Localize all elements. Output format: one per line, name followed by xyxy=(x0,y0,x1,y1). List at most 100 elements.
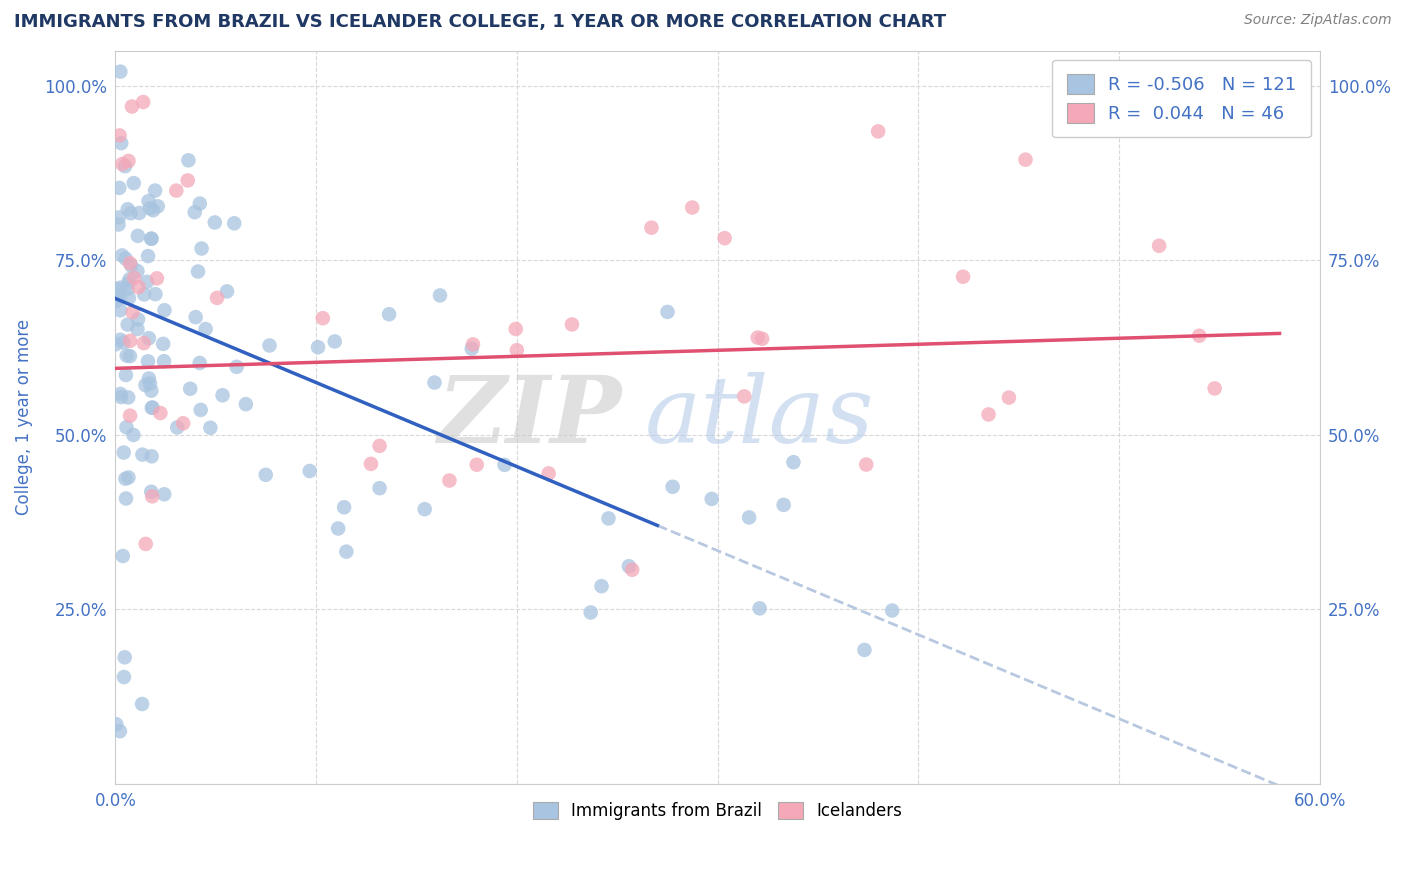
Point xyxy=(188,356,211,370)
Point xyxy=(127,312,149,326)
Point xyxy=(107,218,129,232)
Point xyxy=(855,458,877,472)
Point xyxy=(177,153,200,168)
Point xyxy=(117,470,139,484)
Point xyxy=(494,458,516,472)
Point xyxy=(190,242,212,256)
Point xyxy=(114,650,136,665)
Point xyxy=(114,472,136,486)
Point xyxy=(200,421,222,435)
Point xyxy=(120,334,142,348)
Point xyxy=(977,408,1000,422)
Point xyxy=(640,220,662,235)
Point xyxy=(506,343,529,358)
Point xyxy=(108,181,131,195)
Point xyxy=(134,287,156,301)
Point xyxy=(105,717,128,731)
Point xyxy=(117,318,139,332)
Point xyxy=(105,293,128,308)
Y-axis label: College, 1 year or more: College, 1 year or more xyxy=(15,319,32,516)
Point xyxy=(132,95,155,109)
Point xyxy=(179,382,201,396)
Point xyxy=(105,282,128,296)
Point xyxy=(205,291,228,305)
Point xyxy=(360,457,382,471)
Point xyxy=(225,359,247,374)
Point xyxy=(333,500,356,515)
Point xyxy=(747,330,769,344)
Point xyxy=(121,99,143,113)
Point xyxy=(115,349,138,363)
Point xyxy=(461,337,484,351)
Point xyxy=(700,491,723,506)
Point xyxy=(127,322,149,336)
Point xyxy=(110,333,132,347)
Point xyxy=(114,159,136,173)
Point xyxy=(141,232,163,246)
Point xyxy=(591,579,613,593)
Point xyxy=(127,228,149,243)
Point xyxy=(368,439,391,453)
Point xyxy=(110,387,132,401)
Point xyxy=(120,206,142,220)
Point xyxy=(184,310,207,325)
Point xyxy=(505,322,527,336)
Point xyxy=(461,342,484,356)
Point xyxy=(122,176,145,190)
Legend: Immigrants from Brazil, Icelanders: Immigrants from Brazil, Icelanders xyxy=(526,795,910,827)
Point xyxy=(1147,238,1170,252)
Point xyxy=(118,256,141,270)
Point xyxy=(153,354,176,368)
Point xyxy=(183,205,205,219)
Point xyxy=(141,401,163,415)
Point xyxy=(621,563,644,577)
Point xyxy=(141,489,163,503)
Point xyxy=(107,289,129,303)
Point xyxy=(135,537,157,551)
Point xyxy=(112,335,135,350)
Point xyxy=(146,199,169,213)
Point xyxy=(141,384,163,398)
Point xyxy=(378,307,401,321)
Point xyxy=(138,331,160,345)
Point xyxy=(108,290,131,304)
Point xyxy=(112,670,135,684)
Point xyxy=(153,487,176,501)
Point xyxy=(853,643,876,657)
Point xyxy=(108,303,131,318)
Point xyxy=(235,397,257,411)
Point xyxy=(152,336,174,351)
Point xyxy=(120,409,142,423)
Point xyxy=(439,474,461,488)
Point xyxy=(118,272,141,286)
Point xyxy=(108,724,131,739)
Point xyxy=(224,216,246,230)
Point xyxy=(211,388,233,402)
Point xyxy=(122,270,145,285)
Point xyxy=(121,305,143,319)
Point xyxy=(117,282,139,296)
Point xyxy=(187,264,209,278)
Point xyxy=(127,264,149,278)
Text: atlas: atlas xyxy=(645,372,875,462)
Point xyxy=(312,311,335,326)
Point xyxy=(131,448,153,462)
Point xyxy=(1188,328,1211,343)
Point xyxy=(141,450,163,464)
Point xyxy=(681,201,703,215)
Point xyxy=(134,378,156,392)
Point xyxy=(172,417,194,431)
Point xyxy=(111,549,134,563)
Point xyxy=(138,194,160,209)
Point xyxy=(194,322,217,336)
Point xyxy=(120,259,142,273)
Point xyxy=(115,368,138,382)
Point xyxy=(204,215,226,229)
Point xyxy=(146,271,169,285)
Point xyxy=(423,376,446,390)
Point xyxy=(149,406,172,420)
Point xyxy=(111,248,134,262)
Point xyxy=(307,340,329,354)
Point xyxy=(117,391,139,405)
Point xyxy=(115,491,138,506)
